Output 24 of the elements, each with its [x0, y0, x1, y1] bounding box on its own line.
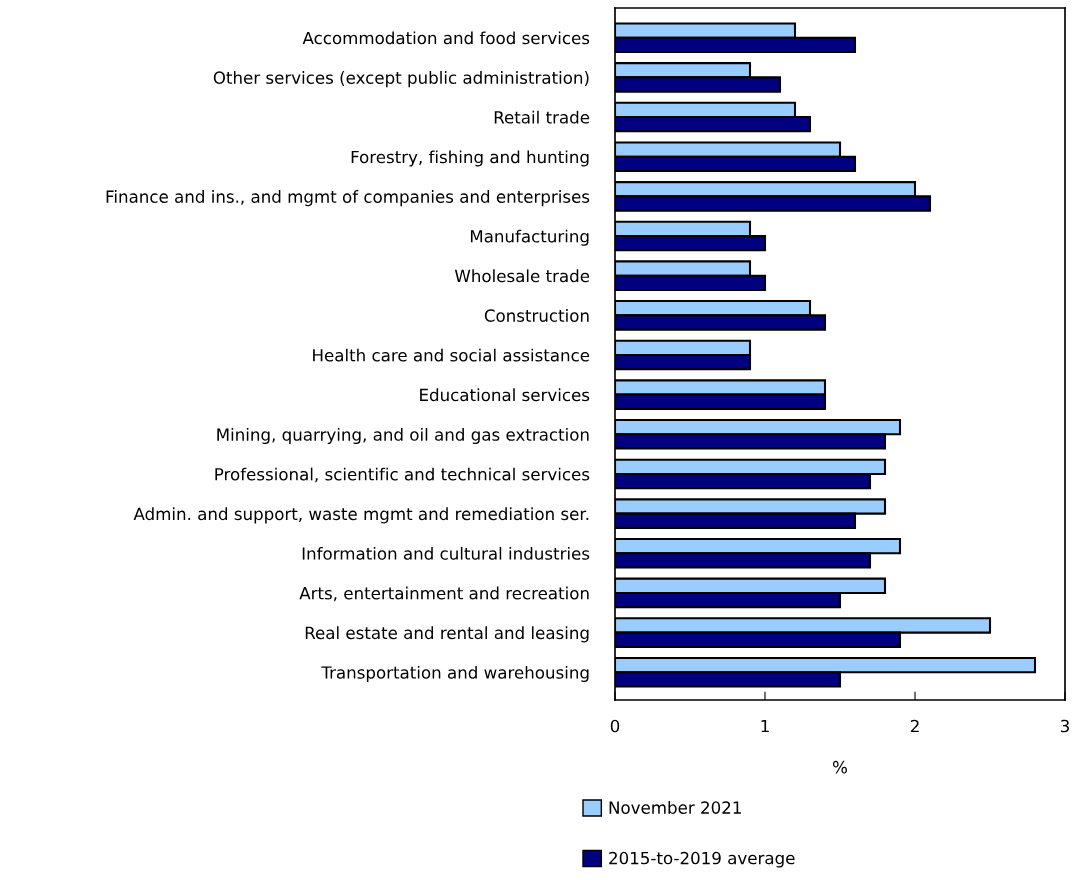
y-tick-label: Retail trade	[494, 110, 590, 124]
y-tick-label: Admin. and support, waste mgmt and remediation ser.	[133, 507, 589, 524]
x-axis-title: %	[833, 760, 847, 774]
y-tick-label: Construction	[484, 309, 589, 322]
legend-label: 2015-to-2019 average	[609, 851, 795, 868]
legend-label: November 2021	[609, 801, 741, 814]
y-tick-label: Other services (except public administration)	[213, 71, 589, 88]
y-tick-label: Forestry, fishing and hunting	[351, 150, 589, 167]
y-tick-label: Health care and social assistance	[313, 348, 590, 362]
x-tick-label: 0	[610, 719, 620, 733]
y-tick-label: Professional, scientific and technical services	[215, 467, 590, 483]
y-tick-label: Educational services	[420, 388, 590, 402]
y-tick-label: Wholesale trade	[454, 269, 590, 283]
y-tick-label: Manufacturing	[470, 229, 589, 246]
x-tick-label: 1	[761, 719, 769, 733]
x-tick-label: 3	[1060, 719, 1069, 733]
y-tick-label: Finance and ins., and mgmt of companies and enterprises	[106, 190, 590, 207]
y-tick-label: Transportation and warehousing	[321, 665, 589, 683]
y-tick-label: Real estate and rental and leasing	[305, 626, 589, 643]
y-tick-label: Accommodation and food services	[302, 31, 590, 45]
x-tick-label: 2	[910, 719, 919, 733]
y-tick-label: Arts, entertainment and recreation	[299, 586, 589, 602]
y-tick-label: Mining, quarrying, and oil and gas extraction	[217, 427, 589, 445]
y-tick-label: Information and cultural industries	[302, 546, 590, 560]
